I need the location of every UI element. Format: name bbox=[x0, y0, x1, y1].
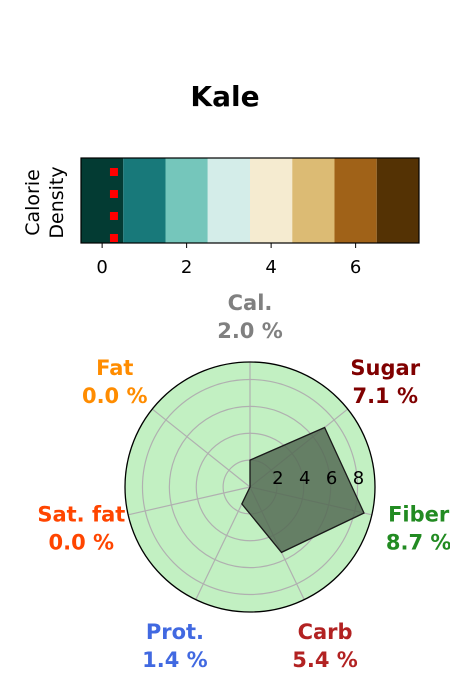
axis-label: Sugar bbox=[350, 356, 420, 380]
density-cell bbox=[123, 158, 166, 243]
axis-value-label: 7.1 % bbox=[352, 384, 418, 408]
radar-frame bbox=[124, 361, 376, 613]
axis-label: Fat bbox=[96, 356, 133, 380]
radar-chart: 2 4 6 8 Cal. 2.0 % Sugar 7.1 % Fiber 8.7 % Carb 5.4… bbox=[37, 291, 450, 672]
strip-frame bbox=[80, 157, 420, 244]
density-marker bbox=[109, 190, 118, 198]
density-cell bbox=[376, 158, 419, 243]
radar-series bbox=[241, 426, 365, 554]
axis-value-label: 1.4 % bbox=[142, 648, 208, 672]
radar-spoke bbox=[151, 408, 251, 488]
axis-value-label: 8.7 % bbox=[386, 530, 450, 554]
density-marker bbox=[109, 234, 118, 242]
radial-tick-label: 2 bbox=[272, 468, 283, 489]
axis-label: Fiber bbox=[388, 502, 450, 526]
y-axis-label: Calorie bbox=[22, 169, 44, 236]
density-cell bbox=[165, 158, 208, 243]
radar-spoke bbox=[128, 486, 251, 516]
axis-label: Sat. fat bbox=[37, 502, 125, 526]
axis-label: Cal. bbox=[228, 291, 273, 315]
density-cell bbox=[292, 158, 335, 243]
x-tick-label: 2 bbox=[181, 257, 192, 278]
radial-tick-label: 4 bbox=[299, 468, 310, 489]
density-cell bbox=[250, 158, 293, 243]
axis-label: Prot. bbox=[146, 620, 204, 644]
radial-tick-label: 8 bbox=[353, 468, 364, 489]
axis-value-label: 0.0 % bbox=[82, 384, 148, 408]
x-tick-label: 0 bbox=[96, 257, 107, 278]
calorie-density-strip: 0 2 4 6 Calorie Density bbox=[22, 157, 420, 278]
radar-spoke bbox=[195, 486, 251, 600]
density-cell bbox=[334, 158, 377, 243]
axis-label: Carb bbox=[298, 620, 353, 644]
axis-value-label: 2.0 % bbox=[217, 319, 283, 343]
chart-title: Kale bbox=[190, 80, 259, 113]
density-cell bbox=[207, 158, 250, 243]
y-axis-label: Density bbox=[46, 166, 68, 238]
density-marker bbox=[109, 168, 118, 176]
density-marker bbox=[109, 212, 118, 220]
axis-value-label: 0.0 % bbox=[49, 530, 115, 554]
radial-tick-label: 6 bbox=[326, 468, 337, 489]
x-tick-label: 6 bbox=[350, 257, 361, 278]
axis-value-label: 5.4 % bbox=[292, 648, 358, 672]
x-tick-label: 4 bbox=[265, 257, 276, 278]
